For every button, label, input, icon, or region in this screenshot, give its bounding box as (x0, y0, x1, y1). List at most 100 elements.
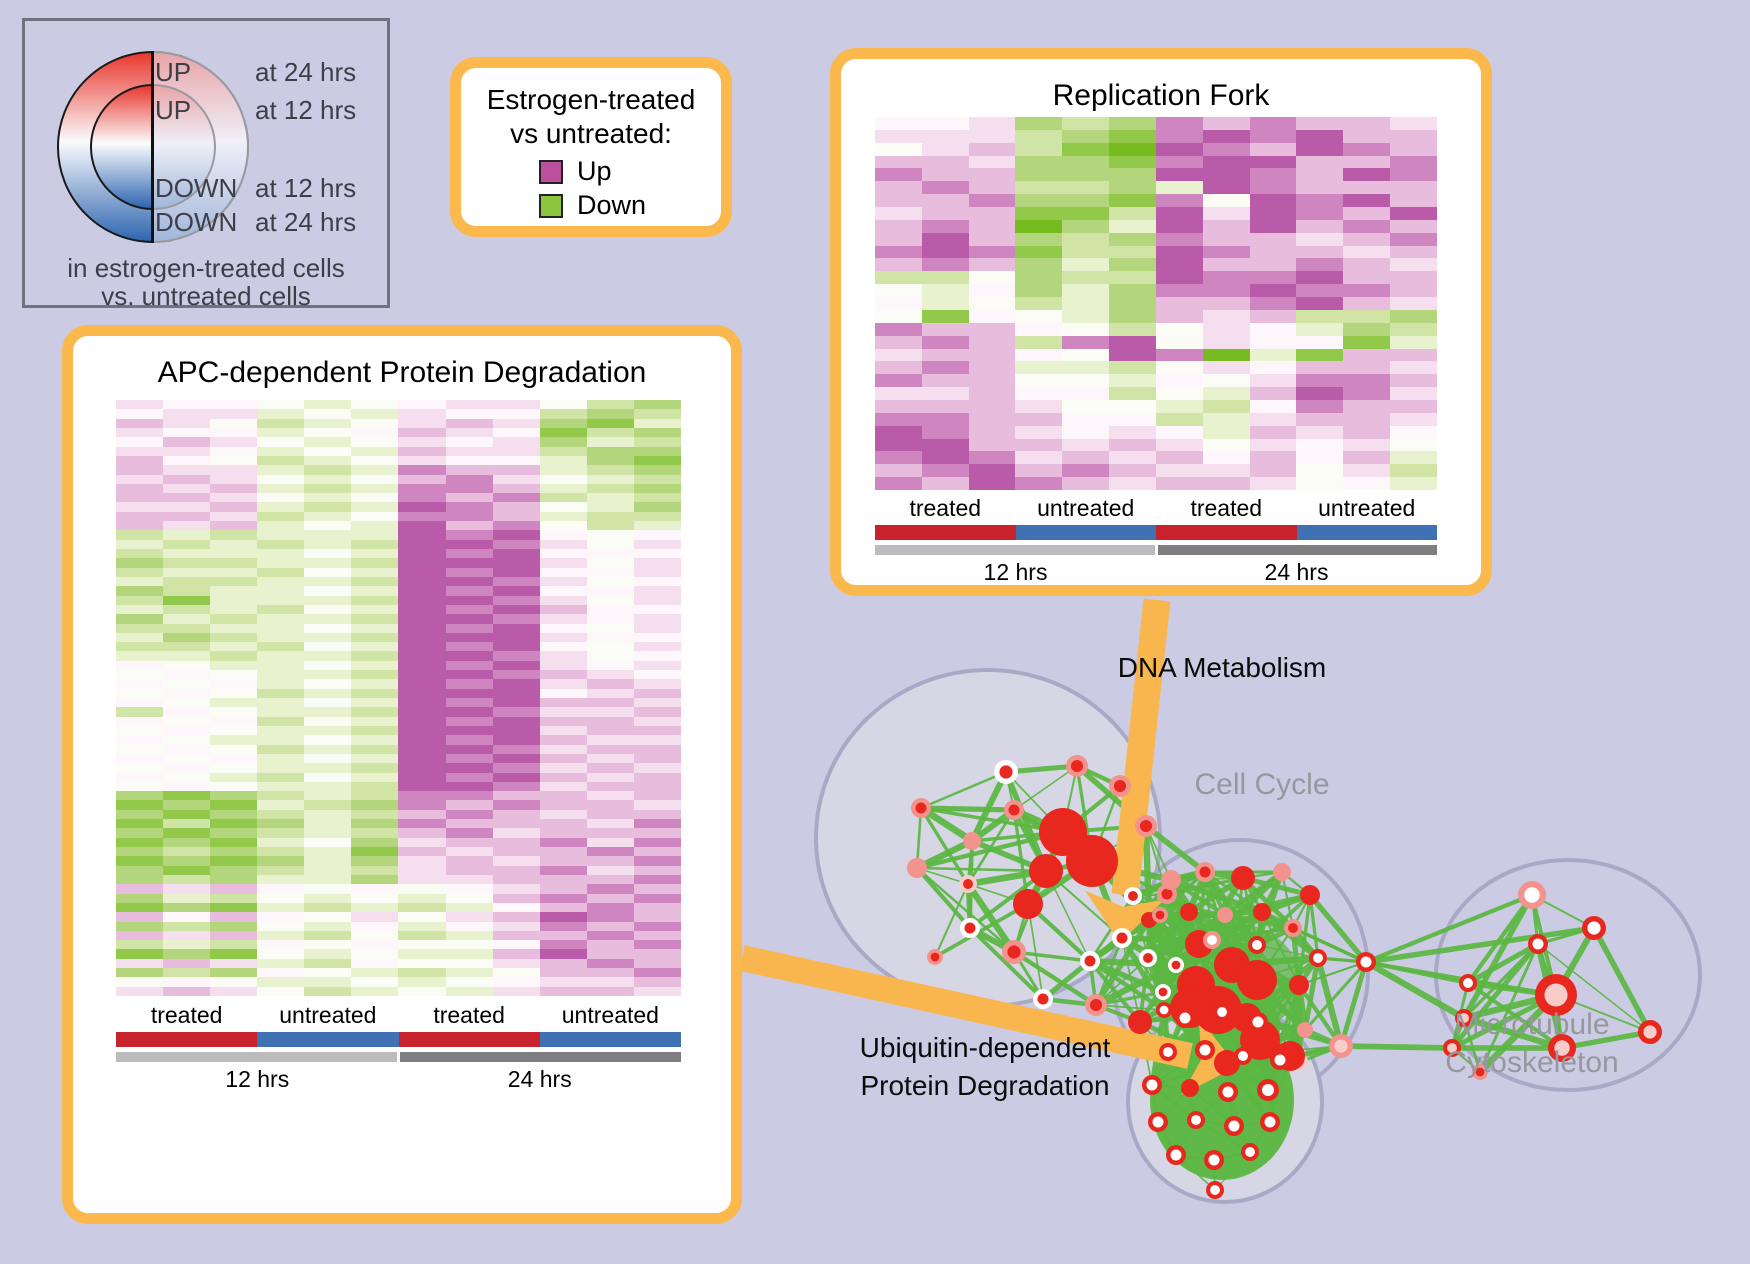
heatmap-cell (1015, 412, 1063, 426)
heatmap-cell (304, 791, 352, 801)
heatmap-cell (586, 921, 634, 931)
heatmap-cell (351, 847, 399, 857)
heatmap-cell (163, 679, 211, 689)
heatmap-cell (968, 258, 1016, 272)
heatmap-cell (116, 623, 164, 633)
heatmap-cell (875, 322, 922, 336)
heatmap-cell (351, 865, 399, 875)
heatmap-cell (1062, 129, 1110, 143)
heatmap-cell (163, 763, 211, 773)
heatmap-cell (1390, 181, 1437, 195)
heatmap-cell (116, 902, 164, 913)
glyph-time-24b: at 24 hrs (255, 207, 357, 237)
heatmap-cell (304, 400, 352, 410)
heatmap-cell (539, 791, 587, 801)
heatmap-cell (1202, 181, 1250, 195)
treated-bar-segment (398, 1032, 540, 1047)
heatmap-cell (633, 940, 681, 950)
heatmap-cell (351, 763, 399, 773)
heatmap-cell (445, 753, 493, 764)
heatmap-cell (633, 716, 681, 726)
heatmap-cell (304, 595, 352, 605)
heatmap-cell (539, 502, 587, 512)
heatmap-cell (968, 425, 1016, 439)
heatmap-cell (116, 465, 164, 475)
heatmap-cell (304, 521, 352, 531)
heatmap-cell (116, 819, 164, 829)
heatmap-cell (257, 912, 305, 922)
heatmap-cell (875, 168, 922, 182)
heatmap-cell (116, 725, 164, 736)
heatmap-cell (398, 623, 446, 633)
heatmap-cell (304, 809, 352, 820)
heatmap-cell (304, 530, 352, 540)
heatmap-cell (116, 418, 164, 428)
heatmap-cell (1202, 309, 1250, 323)
heatmap-cell (1343, 219, 1391, 233)
heatmap-cell (492, 744, 540, 754)
heatmap-cell (921, 322, 969, 336)
heatmap-cell (1390, 477, 1437, 490)
heatmap-cell (257, 819, 305, 829)
heatmap-cell (1015, 348, 1063, 362)
heatmap-cell (968, 361, 1016, 375)
heatmap-cell (210, 567, 258, 577)
heatmap-cell (304, 968, 352, 978)
heatmap-cell (875, 245, 922, 259)
heatmap-cell (492, 549, 540, 559)
heatmap-cell (539, 874, 587, 885)
heatmap-cell (163, 614, 211, 624)
heatmap-cell (492, 427, 540, 438)
heatmap-cell (1343, 399, 1391, 413)
heatmap-cell (968, 142, 1016, 156)
heatmap-cell (539, 604, 587, 615)
heatmap-cell (398, 791, 446, 801)
heatmap-cell (1155, 219, 1203, 233)
untreated-bar-segment (1015, 525, 1156, 540)
heatmap-cell (116, 539, 164, 549)
column-group-label: treated (150, 1002, 223, 1028)
heatmap-cell (539, 912, 587, 922)
heatmap-cell (398, 902, 446, 913)
heatmap-cell (1109, 309, 1156, 323)
heatmap-cell (445, 427, 493, 438)
heatmap-cell (210, 679, 258, 689)
heatmap-cell (445, 800, 493, 810)
heatmap-cell (1390, 258, 1437, 272)
heatmap-cell (492, 958, 540, 969)
heatmap-cell (586, 791, 634, 801)
heatmap-cell (539, 809, 587, 820)
hrs24-bar-segment (1157, 545, 1437, 555)
heatmap-cell (445, 614, 493, 624)
heatmap-cell (633, 837, 681, 847)
heatmap-cell (633, 483, 681, 494)
heatmap-cell (586, 651, 634, 661)
heatmap-cell (398, 679, 446, 689)
heatmap-cell (921, 194, 969, 208)
heatmap-cell (116, 437, 164, 447)
heatmap-cell (633, 670, 681, 680)
heatmap-cell (586, 549, 634, 559)
condition-legend-title1: Estrogen-treated (486, 84, 696, 115)
heatmap-cell (445, 977, 493, 987)
heatmap-cell (586, 418, 634, 428)
heatmap-cell (1155, 335, 1203, 349)
heatmap-cell (1296, 425, 1344, 439)
heatmap-cell (539, 530, 587, 540)
heatmap-cell (1062, 361, 1110, 375)
heatmap-cell (351, 753, 399, 764)
heatmap-cell (1062, 258, 1110, 272)
heatmap-cell (1015, 232, 1063, 246)
heatmap-cell (633, 884, 681, 894)
heatmap-cell (1155, 399, 1203, 413)
heatmap-cell (351, 725, 399, 736)
heatmap-cell (633, 819, 681, 829)
heatmap-cell (586, 427, 634, 438)
heatmap-cell (351, 576, 399, 587)
heatmap-cell (116, 427, 164, 438)
heatmap-cell (633, 427, 681, 438)
heatmap-cell (921, 181, 969, 195)
cluster-label-ubiquitin-dependent: Ubiquitin-dependent (859, 1032, 1111, 1063)
heatmap-cell (586, 874, 634, 885)
heatmap-cell (633, 530, 681, 540)
